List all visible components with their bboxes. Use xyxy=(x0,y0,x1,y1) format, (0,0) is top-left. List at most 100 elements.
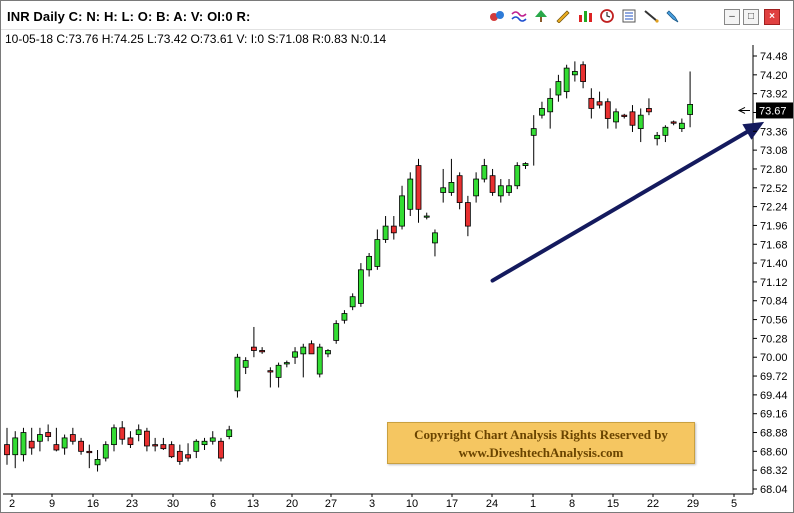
x-tick-label: 8 xyxy=(569,498,575,510)
candle-down xyxy=(621,114,628,117)
x-tick-label: 29 xyxy=(687,498,699,510)
copyright-url: www.DiveshtechAnalysis.com xyxy=(458,445,624,460)
x-tick-label: 17 xyxy=(446,498,458,510)
restore-button[interactable]: □ xyxy=(743,9,759,25)
candle-up xyxy=(539,108,545,116)
candle-up xyxy=(349,296,356,308)
candle-up xyxy=(448,182,455,193)
x-tick-label: 9 xyxy=(49,498,55,510)
window-title: INR Daily C: N: H: L: O: B: A: V: OI:0 R… xyxy=(7,9,251,24)
x-tick-label: 5 xyxy=(731,498,737,510)
candle-up xyxy=(514,165,521,187)
candle-down xyxy=(596,101,603,106)
last-price-box xyxy=(756,102,793,119)
candle-up xyxy=(654,134,661,140)
candle-up xyxy=(37,434,43,442)
candle-up xyxy=(292,351,298,358)
candle-up xyxy=(94,459,101,466)
pin-icon[interactable] xyxy=(663,7,682,25)
candle-down xyxy=(160,444,167,450)
candle-up xyxy=(102,444,109,459)
candle-down xyxy=(176,450,183,462)
candle-up xyxy=(20,432,27,456)
candle-down xyxy=(28,440,35,449)
y-tick-label: 70.56 xyxy=(760,315,788,327)
candle-up xyxy=(366,255,373,271)
y-tick-label: 72.52 xyxy=(760,183,788,195)
candle-down xyxy=(390,225,397,234)
candle-up xyxy=(637,114,644,130)
candle-up xyxy=(12,437,19,456)
y-tick-label: 69.44 xyxy=(760,390,788,402)
list-icon[interactable] xyxy=(619,7,638,25)
candle-up xyxy=(226,429,233,437)
wave-icon[interactable] xyxy=(509,7,528,25)
y-tick-label: 69.72 xyxy=(760,371,788,383)
y-tick-label: 73.92 xyxy=(760,89,788,101)
candle-up xyxy=(678,122,685,130)
copyright-line-1: Copyright Chart Analysis Rights Reserved… xyxy=(414,427,668,442)
candle-up xyxy=(662,126,669,136)
candle-up xyxy=(563,67,570,93)
chart-type-icon[interactable] xyxy=(487,7,506,25)
candle-down xyxy=(259,350,266,353)
candle-up xyxy=(234,356,241,392)
y-tick-label: 72.80 xyxy=(760,164,788,176)
title-bar: INR Daily C: N: H: L: O: B: A: V: OI:0 R… xyxy=(1,1,793,30)
close-button[interactable]: × xyxy=(764,9,780,25)
candle-down xyxy=(168,444,175,458)
y-tick-label: 74.20 xyxy=(760,70,788,82)
y-tick-label: 68.60 xyxy=(760,446,788,458)
y-tick-label: 68.04 xyxy=(760,484,788,496)
candle-up xyxy=(399,195,405,227)
candle-up xyxy=(473,178,480,197)
candle-up xyxy=(555,81,562,96)
y-tick-label: 71.68 xyxy=(760,239,788,251)
candle-up xyxy=(613,111,619,123)
pencil-icon[interactable] xyxy=(553,7,572,25)
candle-up xyxy=(497,185,504,197)
candle-up xyxy=(530,128,537,136)
candle-up xyxy=(316,346,323,375)
candle-down xyxy=(646,108,652,113)
y-tick-label: 69.16 xyxy=(760,409,788,421)
x-tick-label: 10 xyxy=(406,498,418,510)
candle-up xyxy=(61,437,68,449)
candle-up xyxy=(687,104,693,115)
draw-line-icon[interactable] xyxy=(641,7,660,25)
candle-up xyxy=(209,437,216,442)
indicator-bars-icon[interactable] xyxy=(575,7,594,25)
candle-down xyxy=(415,165,422,210)
candle-up xyxy=(506,185,512,193)
y-tick-label: 70.84 xyxy=(760,296,788,308)
candle-up xyxy=(432,232,438,244)
x-tick-label: 16 xyxy=(87,498,99,510)
candle-down xyxy=(185,454,191,459)
candle-up xyxy=(111,427,117,446)
candle-up xyxy=(341,313,348,321)
y-tick-label: 68.32 xyxy=(760,465,788,477)
candle-down xyxy=(218,440,224,459)
x-tick-label: 22 xyxy=(647,498,659,510)
candle-down xyxy=(588,97,595,109)
candle-up xyxy=(382,225,389,240)
x-tick-label: 1 xyxy=(530,498,536,510)
x-tick-label: 3 xyxy=(369,498,375,510)
y-tick-label: 71.96 xyxy=(760,220,788,232)
candle-up xyxy=(275,364,282,378)
candle-up xyxy=(242,360,249,368)
candle-up xyxy=(440,187,447,193)
candle-up xyxy=(193,440,200,452)
y-tick-label: 71.40 xyxy=(760,258,788,270)
candle-down xyxy=(250,346,257,351)
tree-icon[interactable] xyxy=(531,7,550,25)
x-tick-label: 13 xyxy=(247,498,259,510)
toolbar xyxy=(487,7,682,25)
clock-icon[interactable] xyxy=(597,7,616,25)
minimize-button[interactable]: – xyxy=(724,9,740,25)
y-tick-label: 70.00 xyxy=(760,352,788,364)
candle-down xyxy=(456,175,463,203)
y-tick-label: 68.88 xyxy=(760,428,788,440)
y-tick-label: 70.28 xyxy=(760,333,788,345)
